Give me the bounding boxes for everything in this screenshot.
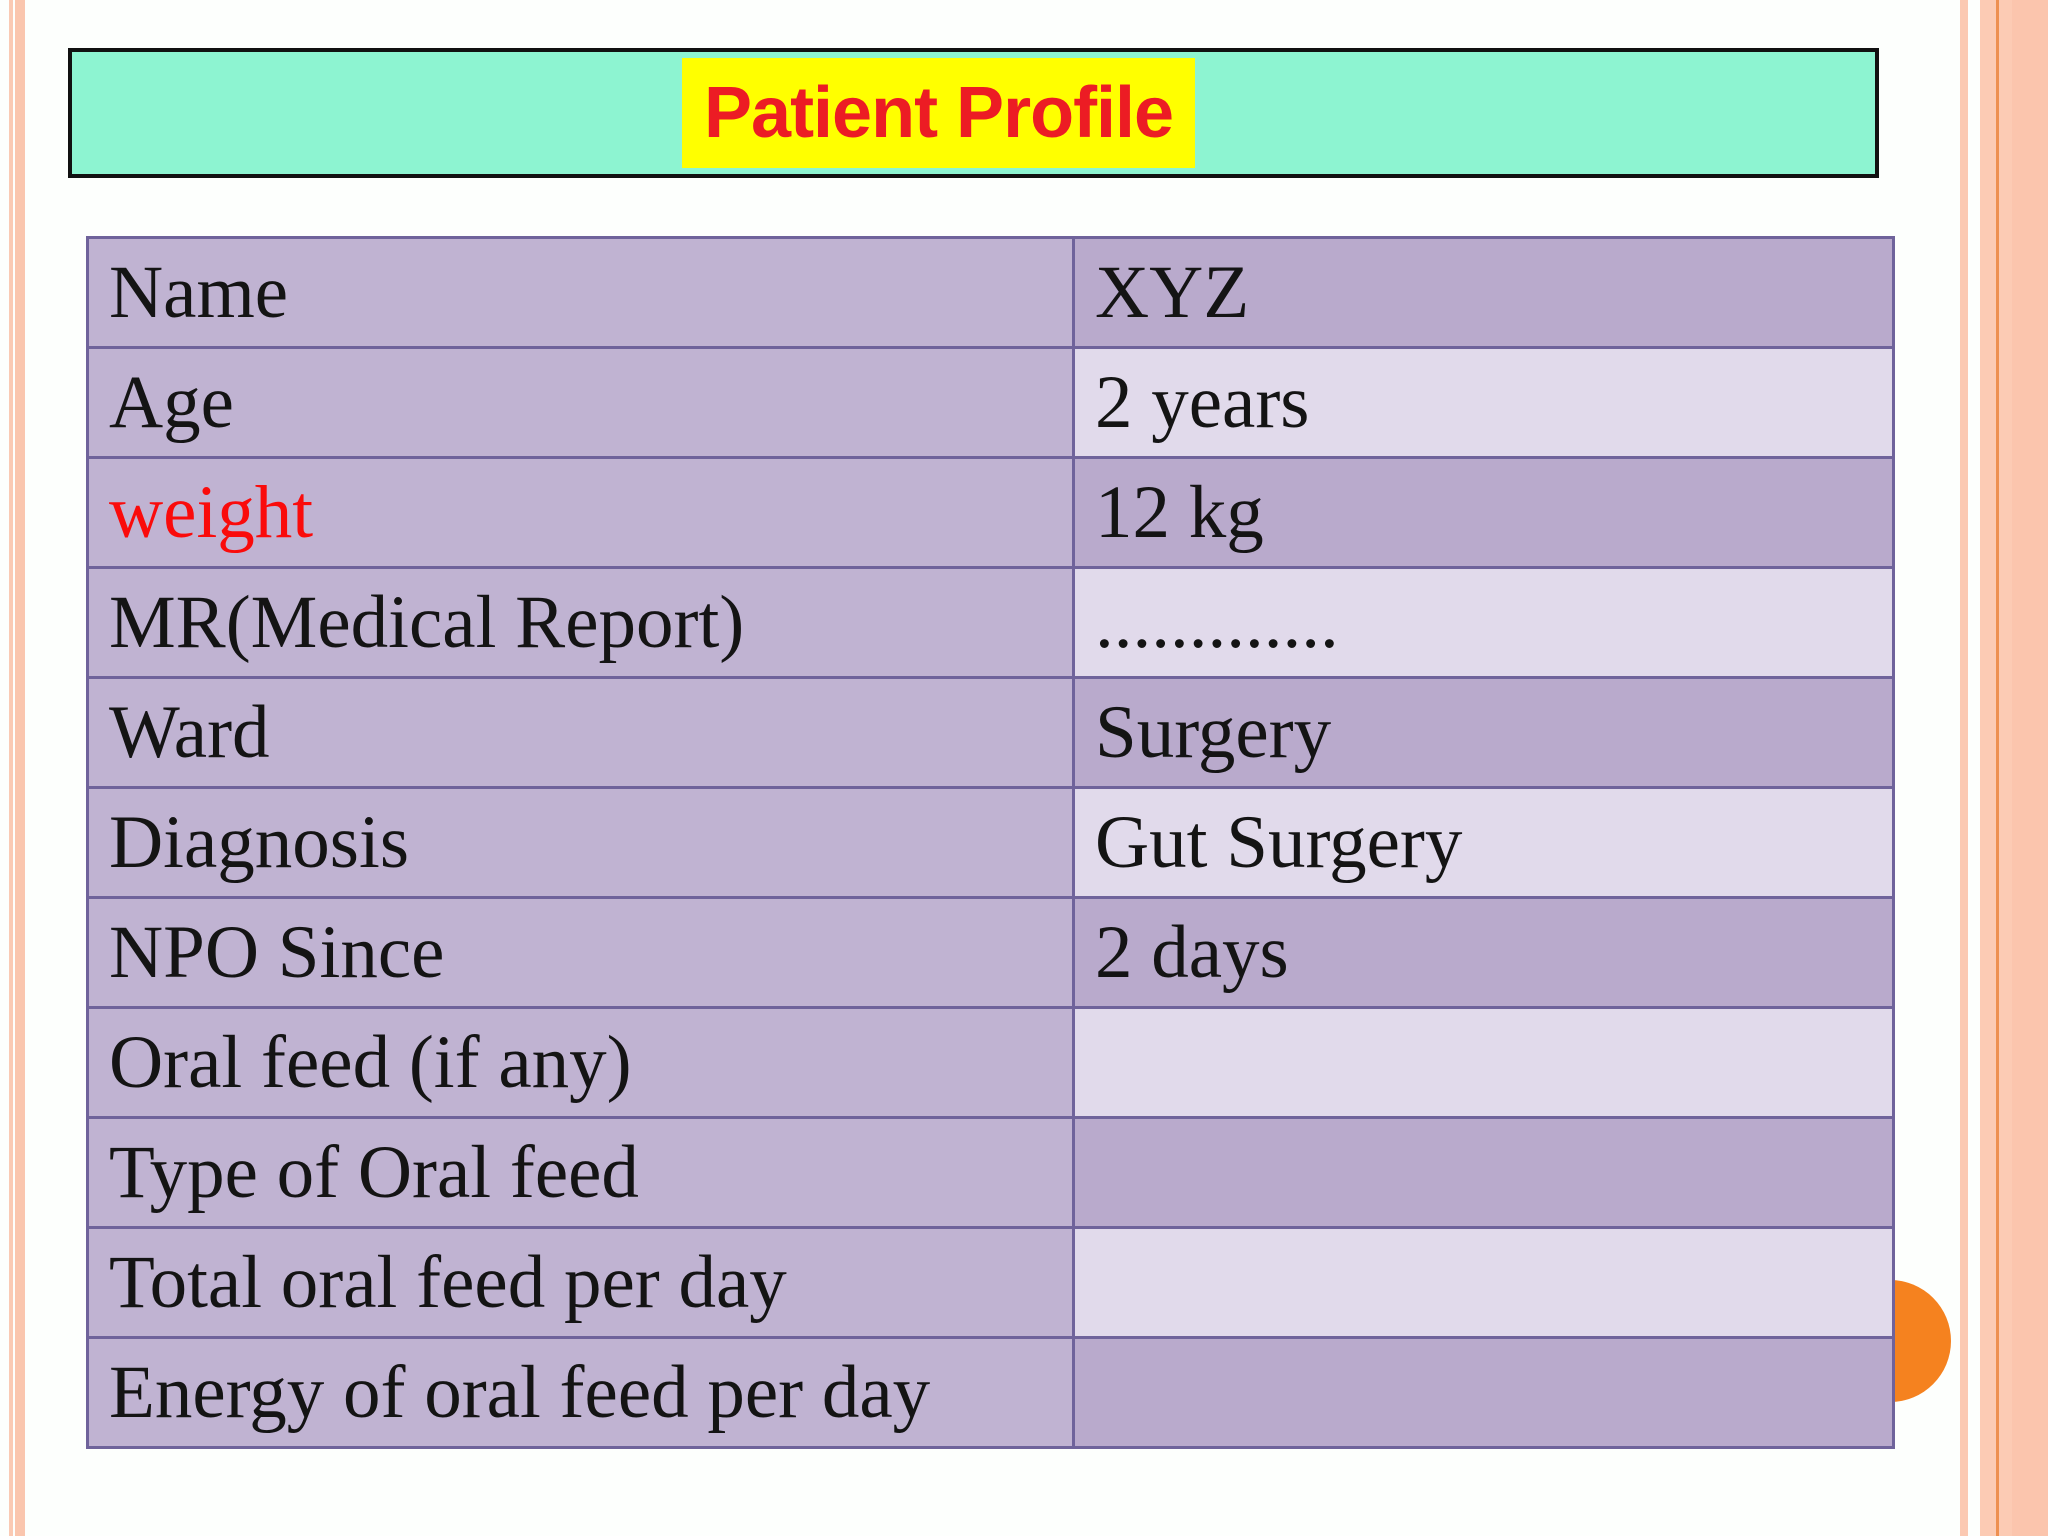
- title-bar: Patient Profile: [68, 48, 1879, 178]
- row-label-weight: weight: [89, 459, 1072, 566]
- row-value-ward: Surgery: [1075, 679, 1892, 786]
- row-value-type-of-oral-feed: [1075, 1119, 1892, 1226]
- row-value-total-oral-feed-per-day: [1075, 1229, 1892, 1336]
- row-value-name: XYZ: [1075, 239, 1892, 346]
- row-label-medical-report: MR(Medical Report): [89, 569, 1072, 676]
- right-edge-accent-line: [1996, 0, 1999, 1536]
- row-value-age: 2 years: [1075, 349, 1892, 456]
- row-label-ward: Ward: [89, 679, 1072, 786]
- row-label-age: Age: [89, 349, 1072, 456]
- row-value-energy-of-oral-feed-per-day: [1075, 1339, 1892, 1446]
- row-value-medical-report: .............: [1075, 569, 1892, 676]
- row-label-total-oral-feed-per-day: Total oral feed per day: [89, 1229, 1072, 1336]
- row-label-type-of-oral-feed: Type of Oral feed: [89, 1119, 1072, 1226]
- row-value-weight: 12 kg: [1075, 459, 1892, 566]
- row-label-diagnosis: Diagnosis: [89, 789, 1072, 896]
- right-edge-band-outer: [2012, 0, 2048, 1536]
- row-value-diagnosis: Gut Surgery: [1075, 789, 1892, 896]
- right-edge-stripe-thin: [1960, 0, 1968, 1536]
- left-edge-stripe-thin: [9, 0, 13, 1536]
- page-title: Patient Profile: [704, 73, 1174, 153]
- row-value-npo-since: 2 days: [1075, 899, 1892, 1006]
- row-label-energy-of-oral-feed-per-day: Energy of oral feed per day: [89, 1339, 1072, 1446]
- patient-profile-table: Name XYZ Age 2 years weight 12 kg MR(Med…: [86, 236, 1895, 1449]
- row-label-oral-feed: Oral feed (if any): [89, 1009, 1072, 1116]
- row-label-name: Name: [89, 239, 1072, 346]
- title-highlight: Patient Profile: [682, 58, 1196, 168]
- left-edge-stripe-wide: [15, 0, 25, 1536]
- row-label-npo-since: NPO Since: [89, 899, 1072, 1006]
- row-value-oral-feed: [1075, 1009, 1892, 1116]
